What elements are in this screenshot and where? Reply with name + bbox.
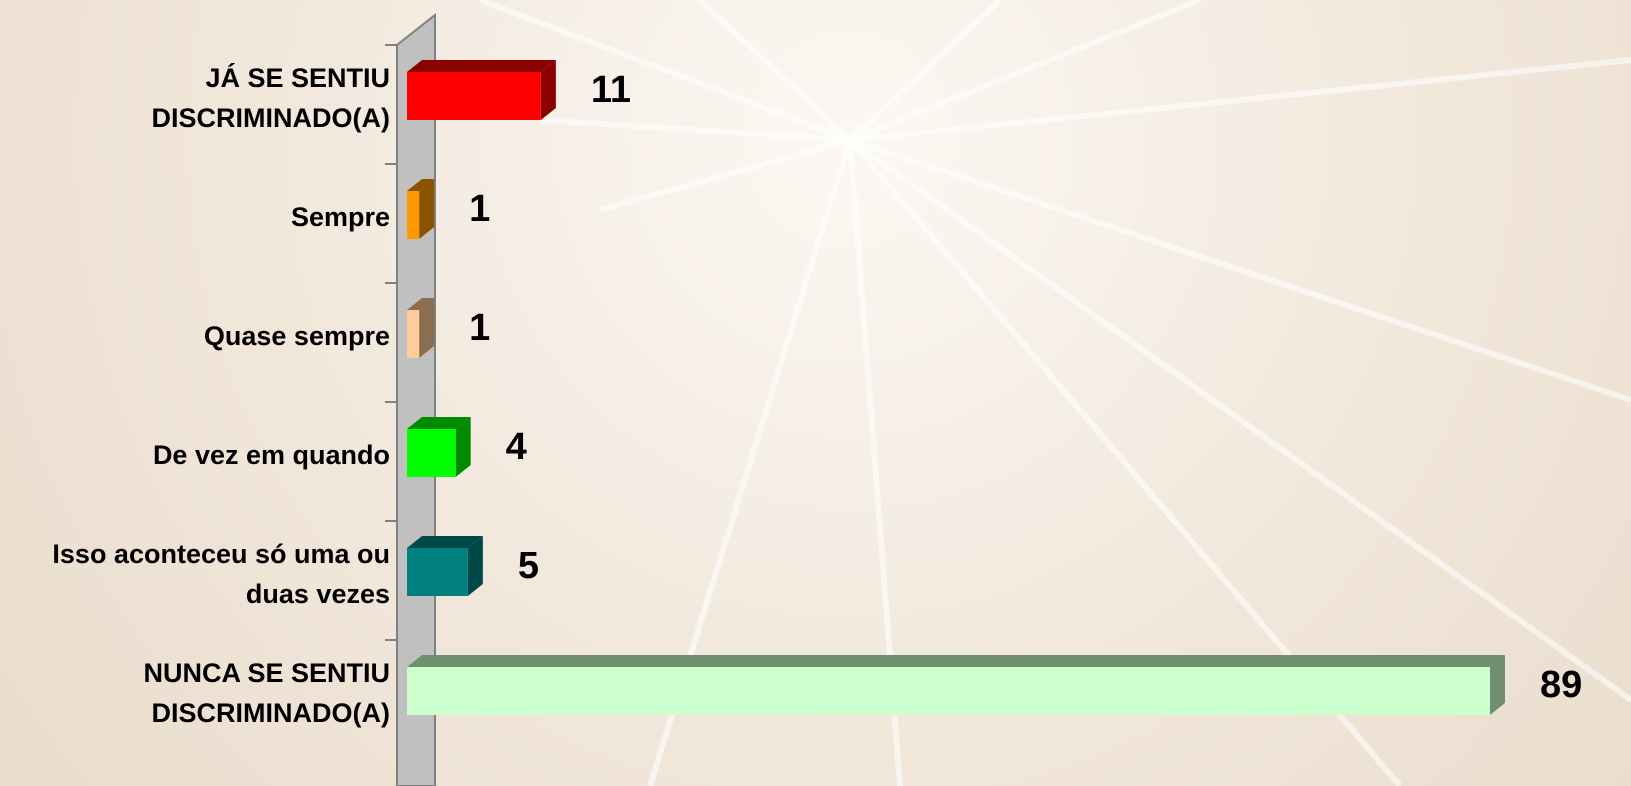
- bar: [407, 417, 471, 477]
- value-label: 11: [591, 69, 631, 111]
- value-label: 89: [1540, 664, 1582, 706]
- bar: [407, 655, 1505, 715]
- value-label: 5: [518, 545, 539, 587]
- bar-front: [407, 548, 468, 596]
- bar-front: [407, 667, 1490, 715]
- bar: [407, 298, 434, 358]
- bar-front: [407, 191, 419, 239]
- category-label: NUNCA SE SENTIU DISCRIMINADO(A): [0, 653, 390, 733]
- value-label: 4: [506, 426, 527, 468]
- bar-top: [407, 60, 556, 72]
- bar: [407, 536, 483, 596]
- category-label: Quase sempre: [0, 316, 390, 356]
- category-label: JÁ SE SENTIU DISCRIMINADO(A): [0, 58, 390, 138]
- bar-front: [407, 429, 456, 477]
- bar: [407, 60, 556, 120]
- bar-front: [407, 310, 419, 358]
- page: 11114589 (() => { const data = JSON.pars…: [0, 0, 1631, 786]
- category-label: Sempre: [0, 197, 390, 237]
- category-label: De vez em quando: [0, 435, 390, 475]
- bar-top: [407, 655, 1505, 667]
- value-label: 1: [469, 307, 490, 349]
- category-label: Isso aconteceu só uma ou duas vezes: [0, 534, 390, 614]
- bar: [407, 179, 434, 239]
- value-label: 1: [469, 188, 490, 230]
- bar-front: [407, 72, 541, 120]
